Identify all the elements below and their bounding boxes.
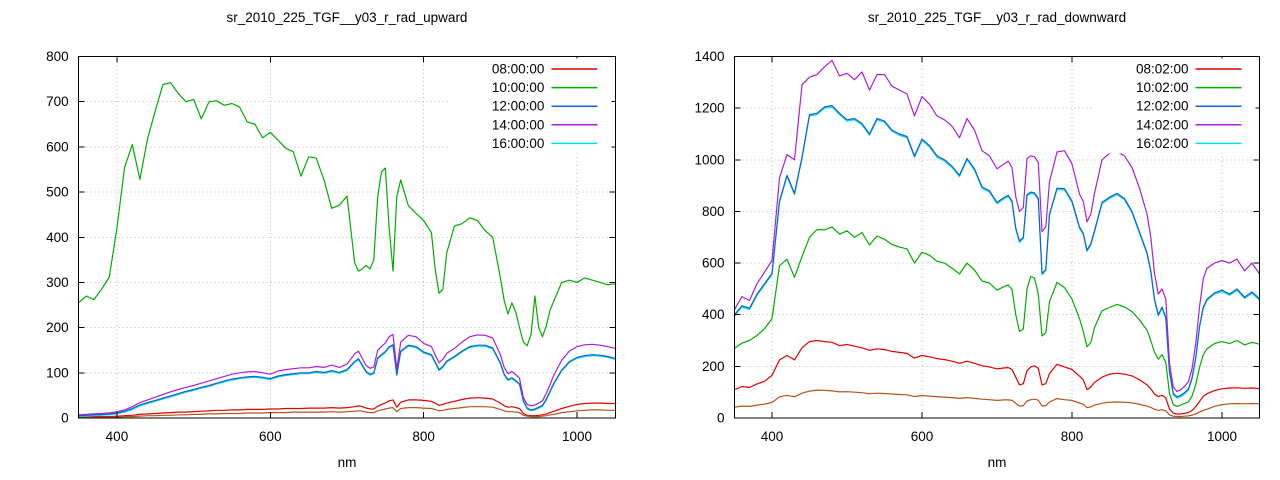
y-tick-label: 1400 [694,49,724,64]
series-curves [733,59,1260,418]
chart-title: sr_2010_225_TGF__y03_r_rad_upward [227,10,468,25]
chart-rad-upward: 0 100 200 300 400 500 600 700 800 400 600 800 1000 sr… [46,10,616,470]
y-tick-label: 600 [702,256,725,271]
legend-label: 10:02:00 [1136,80,1189,95]
x-tick-label: 600 [259,429,282,444]
chart-rad-downward: 0 200 400 600 800 1000 1200 1400 400 600 800 1000 sr… [640,0,1280,480]
x-tick-label: 800 [1061,429,1084,444]
series-16:00:00 [78,345,616,418]
series-unlabeled-low [78,406,616,419]
plot-border [734,56,1260,419]
legend-label: 14:00:00 [492,117,545,132]
chart-title: sr_2010_225_TGF__y03_r_rad_downward [868,10,1126,25]
series-curves [78,82,616,419]
legend-label: 14:02:00 [1136,117,1189,132]
x-tick-label: 600 [911,429,934,444]
tick-labels: 0 200 400 600 800 1000 1200 1400 400 600 800 1000 [694,49,1237,444]
y-tick-label: 1200 [694,101,724,116]
x-axis-label: nm [338,455,357,470]
series-12:00:00 [78,344,616,417]
y-tick-label: 0 [61,411,69,426]
y-tick-label: 600 [46,139,69,154]
legend-label: 12:00:00 [492,99,545,114]
y-tick-label: 800 [702,204,725,219]
y-tick-label: 800 [46,49,69,64]
y-tick-label: 300 [46,275,69,290]
series-14:02:00 [733,59,1260,392]
y-tick-label: 400 [46,230,69,245]
legend-label: 10:00:00 [492,80,545,95]
y-tick-label: 200 [46,320,69,335]
legend-label: 16:02:00 [1136,136,1189,151]
y-tick-label: 500 [46,185,69,200]
series-12:02:00 [734,104,1260,398]
legend-label: 08:00:00 [492,62,545,77]
series-16:02:00 [734,106,1260,399]
x-tick-label: 400 [761,429,784,444]
legend-label: 12:02:00 [1136,99,1189,114]
series-08:02:00 [734,339,1260,415]
series-14:00:00 [78,333,616,416]
y-tick-label: 100 [46,365,69,380]
x-tick-label: 1000 [1207,429,1237,444]
tick-labels: 0 100 200 300 400 500 600 700 800 400 600 800 1000 [46,49,592,444]
y-tick-label: 700 [46,94,69,109]
rad-downward-plot: 0 200 400 600 800 1000 1200 1400 400 600 800 1000 sr… [640,0,1280,480]
y-tick-label: 400 [702,307,725,322]
axes [734,56,1260,419]
y-tick-label: 0 [717,411,725,426]
y-tick-label: 1000 [694,152,724,167]
legend: 08:00:00 10:00:00 12:00:00 14:00:00 16:00:00 [448,58,612,154]
x-axis-label: nm [988,455,1007,470]
x-tick-label: 1000 [562,429,592,444]
series-10:00:00 [78,82,616,347]
series-10:02:00 [734,226,1260,407]
series-08:00:00 [78,397,616,418]
legend-label: 08:02:00 [1136,62,1189,77]
y-tick-label: 200 [702,359,725,374]
series-unlabeled-low [734,389,1260,418]
legend: 08:02:00 10:02:00 12:02:00 14:02:00 16:02:00 [1092,58,1256,154]
grid [734,56,1260,419]
rad-upward-plot: 0 100 200 300 400 500 600 700 800 400 600 800 1000 sr… [46,10,616,470]
x-tick-label: 800 [412,429,435,444]
x-tick-label: 400 [106,429,129,444]
legend-label: 16:00:00 [492,136,545,151]
